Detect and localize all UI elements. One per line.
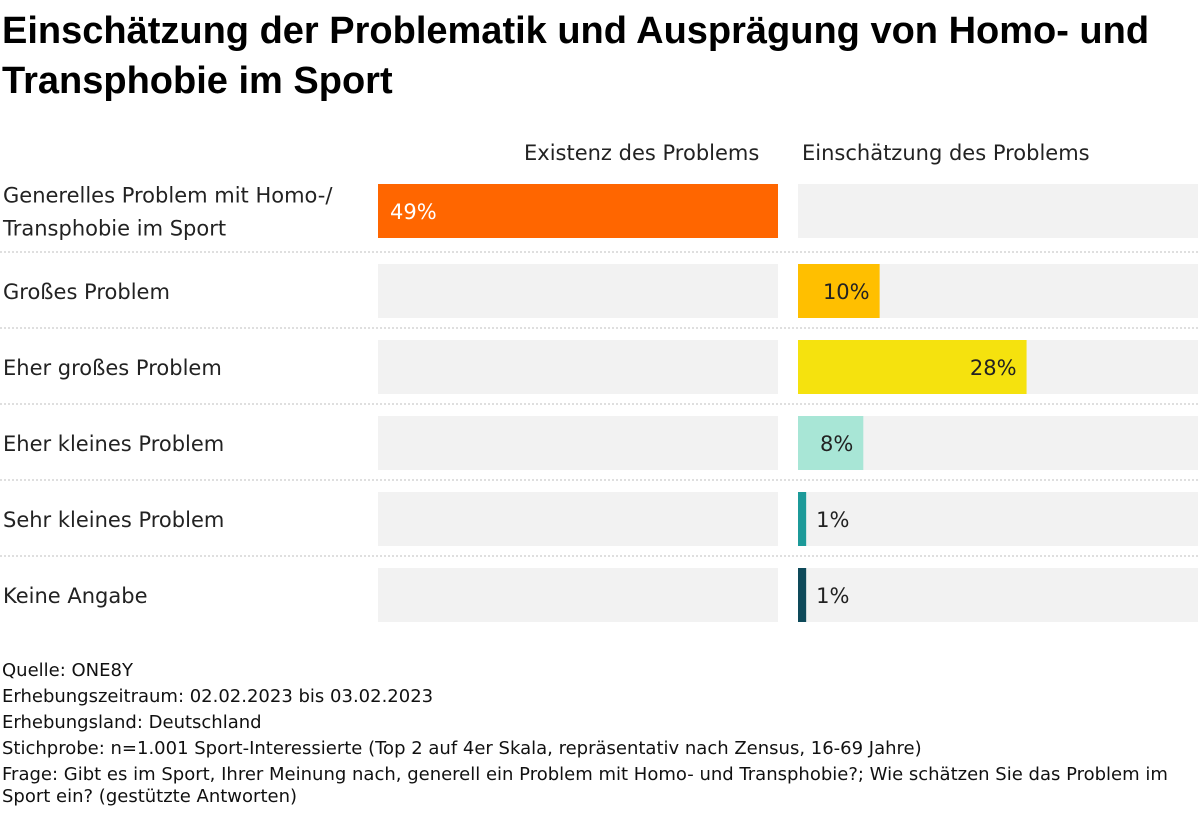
category-label: Eher kleines Problem	[3, 432, 224, 456]
data-label: 1%	[816, 508, 849, 532]
bar	[378, 184, 778, 238]
source-stichprobe: Stichprobe: n=1.001 Sport-Interessierte …	[2, 738, 922, 759]
source-frage: Frage: Gibt es im Sport, Ihrer Meinung n…	[2, 764, 1168, 807]
source-erhebungsland: Erhebungsland: Deutschland	[2, 712, 262, 733]
source-quelle: Quelle: ONE8Y	[2, 660, 133, 681]
bar-track	[798, 416, 1198, 470]
category-label: Großes Problem	[3, 280, 170, 304]
bar-track	[798, 184, 1198, 238]
chart-title: Einschätzung der Problematik und Auspräg…	[2, 10, 1150, 102]
category-label: Keine Angabe	[3, 584, 148, 608]
bar-track	[798, 568, 1198, 622]
bar	[798, 416, 864, 470]
source-erhebungszeitraum: Erhebungszeitraum: 02.02.2023 bis 03.02.…	[2, 686, 434, 707]
bar	[798, 492, 807, 546]
bar-track	[378, 568, 778, 622]
data-label: 28%	[970, 356, 1017, 380]
category-label: Eher großes Problem	[3, 356, 222, 380]
bar-track	[378, 492, 778, 546]
bar	[798, 340, 1027, 394]
data-label: 10%	[823, 280, 870, 304]
bar-track	[378, 340, 778, 394]
data-label: 49%	[390, 200, 437, 224]
data-label: 1%	[816, 584, 849, 608]
data-label: 8%	[820, 432, 853, 456]
bar-track	[798, 492, 1198, 546]
column-header-einschaetzung: Einschätzung des Problems	[802, 141, 1090, 165]
column-header-existenz: Existenz des Problems	[524, 141, 760, 165]
category-label: Generelles Problem mit Homo-/Transphobie…	[2, 184, 333, 241]
category-label: Sehr kleines Problem	[3, 508, 224, 532]
bar-chart: Generelles Problem mit Homo-/Transphobie…	[0, 184, 1198, 622]
bar	[798, 568, 807, 622]
bar-track	[378, 416, 778, 470]
bar-track	[378, 264, 778, 318]
bar	[798, 264, 880, 318]
